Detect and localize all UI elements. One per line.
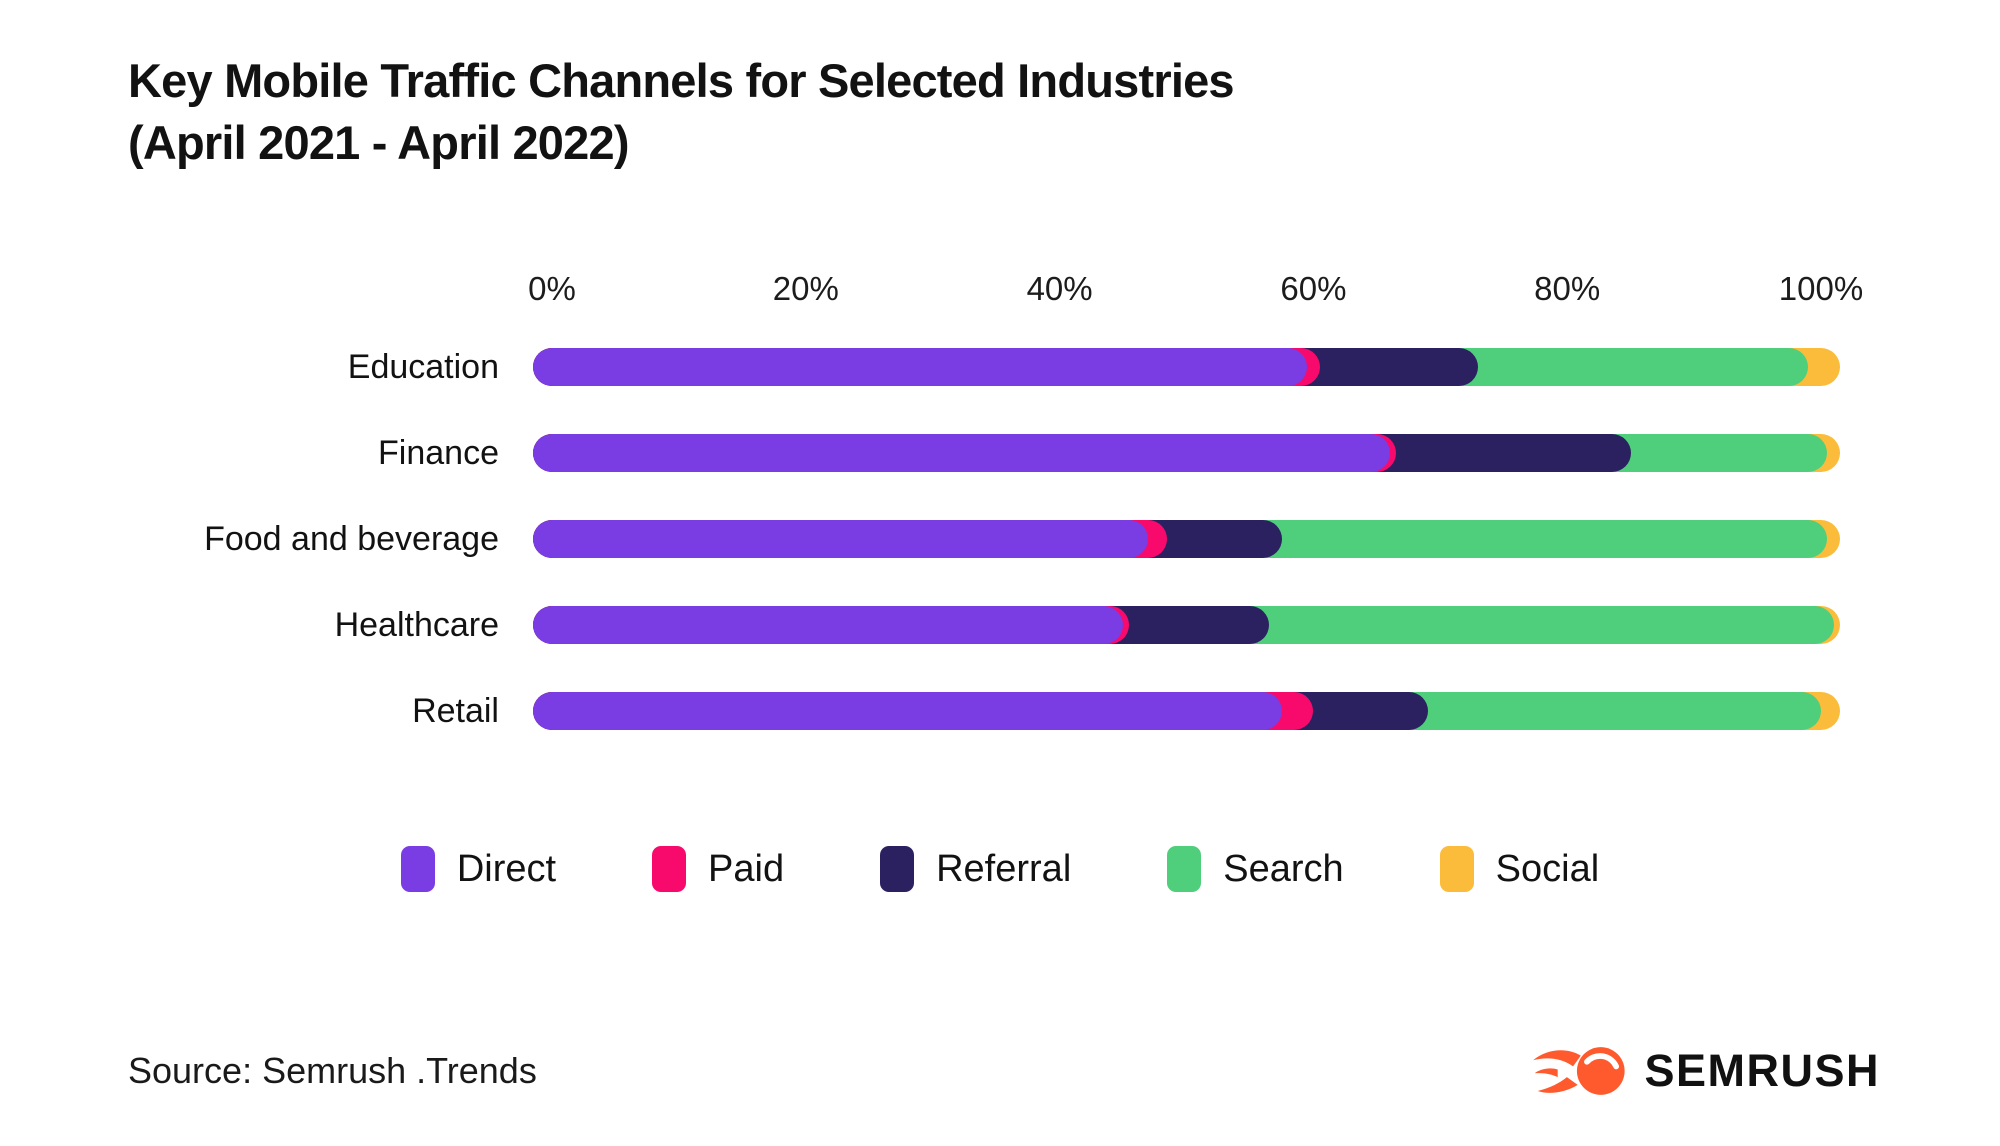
chart-legend: Direct Paid Referral Search Social — [128, 846, 1872, 893]
bar-track — [533, 434, 1840, 473]
chart-rows: Education Finance Food and beverage Healthc… — [128, 347, 1840, 731]
legend-label: Direct — [456, 847, 557, 890]
brand-name: SEMRUSH — [1644, 1045, 1880, 1096]
chart-row-healthcare: Healthcare — [128, 605, 1840, 645]
x-axis: 0% 20% 40% 60% 80% 100% — [528, 270, 1863, 312]
title-line-1: Key Mobile Traffic Channels for Selected… — [128, 54, 1235, 107]
legend-swatch-direct — [400, 846, 435, 893]
x-axis-tick: 100% — [1778, 270, 1864, 308]
brand-logo: SEMRUSH — [1530, 1042, 1880, 1100]
bar-track — [533, 692, 1840, 731]
x-axis-tick: 60% — [1280, 270, 1347, 308]
legend-swatch-referral — [880, 846, 915, 893]
semrush-flame-icon — [1533, 1047, 1626, 1095]
x-axis-tick: 80% — [1534, 270, 1601, 308]
footer: Source: Semrush .Trends SEMRUSH — [128, 1042, 1880, 1100]
stacked-bar-chart: 0% 20% 40% 60% 80% 100% Education Finance Food … — [128, 270, 1863, 731]
chart-row-retail: Retail — [128, 691, 1840, 731]
legend-item-search: Search — [1167, 846, 1344, 893]
x-axis-tick: 0% — [528, 270, 576, 308]
legend-swatch-paid — [652, 846, 687, 893]
category-label: Healthcare — [334, 605, 499, 644]
bar-track — [533, 348, 1840, 387]
page-title: Key Mobile Traffic Channels for Selected… — [128, 50, 1872, 174]
legend-label: Paid — [708, 847, 785, 890]
x-axis-tick: 20% — [772, 270, 839, 308]
chart-row-education: Education — [128, 347, 1840, 387]
legend-swatch-search — [1167, 846, 1202, 893]
category-label: Food and beverage — [204, 519, 499, 558]
x-axis-tick: 40% — [1026, 270, 1093, 308]
bar-segment-direct — [533, 434, 1390, 473]
legend-item-referral: Referral — [880, 846, 1072, 893]
bar-track — [533, 606, 1840, 645]
category-label: Retail — [412, 691, 499, 730]
bar-segment-direct — [533, 692, 1282, 731]
legend-label: Social — [1495, 847, 1600, 890]
legend-swatch-social — [1439, 846, 1474, 893]
chart-row-food-and-beverage: Food and beverage — [128, 519, 1840, 559]
bar-segment-direct — [533, 520, 1149, 559]
legend-label: Referral — [936, 847, 1072, 890]
title-line-2: (April 2021 - April 2022) — [128, 116, 629, 170]
chart-row-finance: Finance — [128, 433, 1840, 473]
legend-item-social: Social — [1439, 846, 1600, 893]
legend-item-paid: Paid — [652, 846, 785, 893]
bar-segment-direct — [533, 348, 1308, 387]
source-text: Source: Semrush .Trends — [128, 1050, 537, 1091]
category-label: Finance — [378, 433, 499, 472]
category-label: Education — [347, 347, 499, 386]
legend-item-direct: Direct — [400, 846, 557, 893]
bar-segment-direct — [533, 606, 1123, 645]
bar-track — [533, 520, 1840, 559]
legend-label: Search — [1223, 847, 1344, 890]
